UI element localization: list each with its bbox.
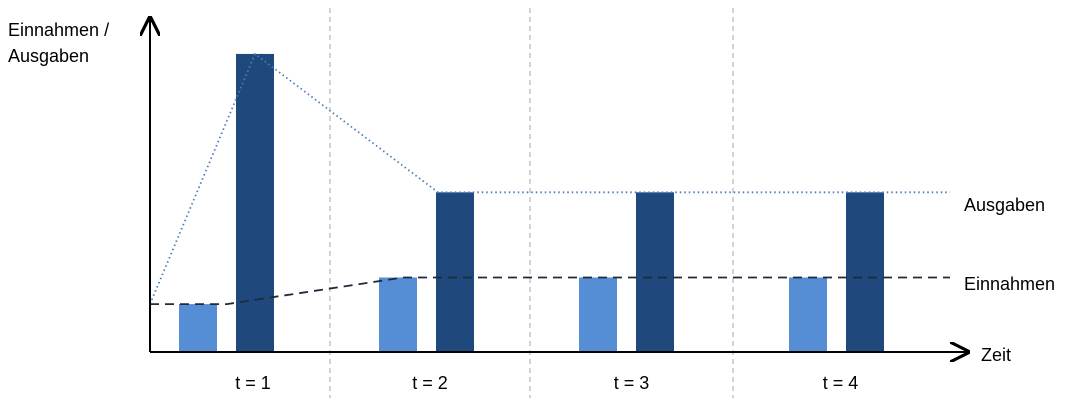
bar-einnahmen-4	[789, 277, 827, 352]
category-label-4: t = 4	[823, 373, 859, 393]
category-labels: t = 1 t = 2 t = 3 t = 4	[235, 373, 858, 393]
category-label-3: t = 3	[614, 373, 650, 393]
x-axis-label: Zeit	[981, 345, 1011, 365]
category-label-1: t = 1	[235, 373, 271, 393]
trend-lines	[149, 52, 950, 305]
y-axis-label-line-1: Einnahmen /	[8, 20, 109, 40]
trend-line-einnahmen	[150, 276, 950, 305]
bar-ausgaben-2	[436, 192, 474, 352]
period-separators	[329, 8, 734, 398]
bars	[179, 53, 884, 352]
bar-einnahmen-2	[379, 277, 417, 352]
trend-line-ausgaben	[149, 52, 950, 305]
bar-einnahmen-1	[179, 304, 217, 352]
bar-ausgaben-3	[636, 192, 674, 352]
y-axis-label-line-2: Ausgaben	[8, 46, 89, 66]
bar-ausgaben-4	[846, 192, 884, 352]
legend-label-einnahmen: Einnahmen	[964, 274, 1055, 294]
bar-ausgaben-1	[236, 53, 274, 352]
legend-label-ausgaben: Ausgaben	[964, 195, 1045, 215]
bar-einnahmen-3	[579, 277, 617, 352]
category-label-2: t = 2	[412, 373, 448, 393]
